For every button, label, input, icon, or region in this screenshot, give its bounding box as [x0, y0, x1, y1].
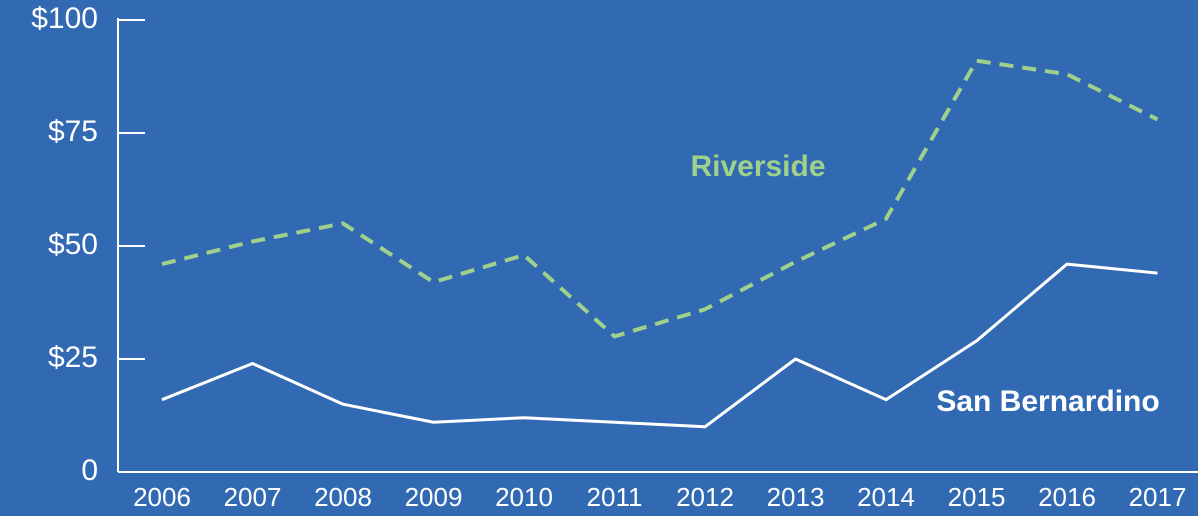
x-tick-label: 2010 — [495, 482, 553, 512]
y-tick-label: $75 — [48, 115, 98, 148]
x-tick-label: 2016 — [1038, 482, 1096, 512]
x-tick-label: 2013 — [767, 482, 825, 512]
x-tick-label: 2007 — [224, 482, 282, 512]
x-tick-label: 2009 — [405, 482, 463, 512]
x-tick-label: 2011 — [587, 482, 643, 512]
y-tick-label: $25 — [48, 341, 98, 374]
y-tick-label: $100 — [31, 2, 98, 35]
series-label: San Bernardino — [936, 385, 1159, 418]
series-label: Riverside — [690, 150, 825, 183]
y-tick-label: $50 — [48, 228, 98, 261]
x-tick-label: 2012 — [676, 482, 734, 512]
x-tick-label: 2014 — [857, 482, 915, 512]
series-line — [161, 262, 1158, 429]
x-tick-label: 2015 — [948, 482, 1006, 512]
x-tick-label: 2008 — [314, 482, 372, 512]
x-tick-label: 2017 — [1129, 482, 1187, 512]
x-tick-label: 2006 — [133, 482, 191, 512]
series-line — [161, 58, 1159, 339]
y-tick-label: 0 — [81, 454, 98, 487]
